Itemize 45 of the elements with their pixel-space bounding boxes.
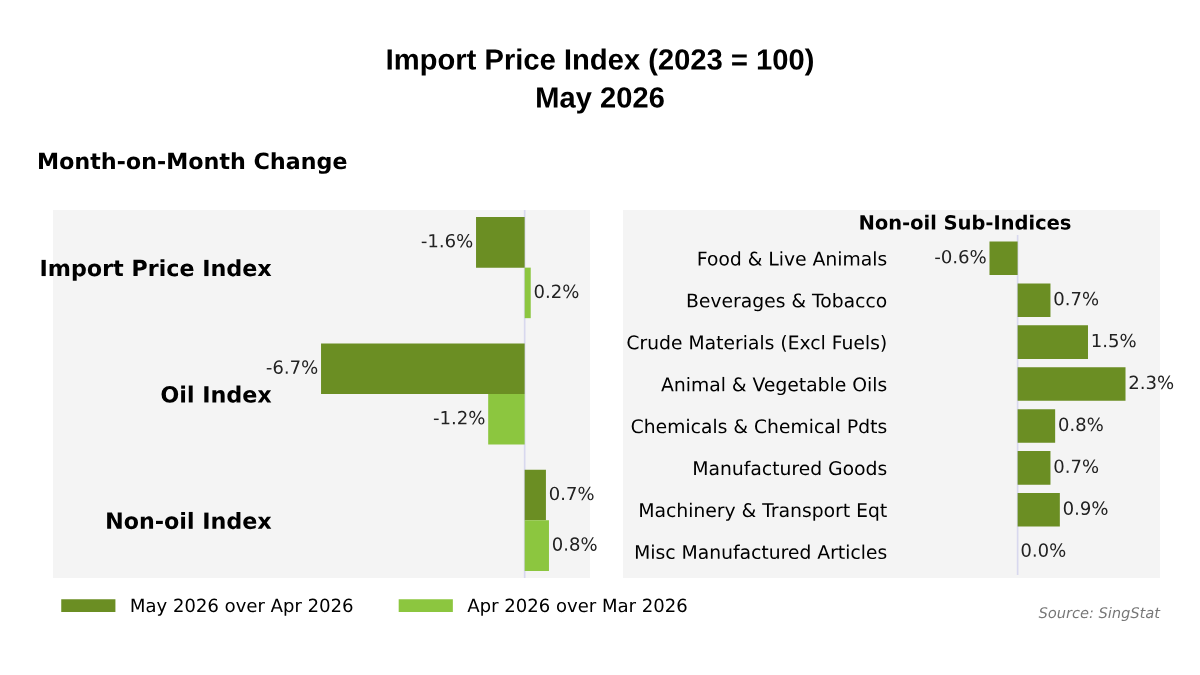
bar (524, 267, 531, 319)
data-label: 0.2% (534, 284, 579, 299)
data-label: 0.7% (549, 486, 594, 501)
source-note: Source: SingStat (1038, 606, 1161, 622)
y-tick-label: Machinery & Transport Eqt (640, 502, 887, 521)
bar (321, 343, 525, 394)
bar (476, 217, 525, 268)
bar (1017, 451, 1051, 485)
data-label: 2.3% (1129, 375, 1174, 390)
y-tick-label: Beverages & Tobacco (687, 293, 887, 312)
y-tick-label: Non-oil Index (107, 511, 272, 530)
y-tick-label: Chemicals & Chemical Pdts (631, 418, 887, 434)
data-label: -0.6% (935, 249, 986, 264)
text: Month-on-Month Change (39, 152, 347, 174)
bar (1017, 493, 1060, 527)
data-label: 0.8% (552, 537, 597, 551)
y-tick-label: Food & Live Animals (698, 251, 887, 266)
data-label: 0.0% (1021, 543, 1066, 557)
data-label: 0.7% (1054, 459, 1099, 474)
chart-title: Non-oil Sub-Indices (860, 214, 1071, 230)
data-label: -1.6% (421, 233, 473, 248)
legend-label: May 2026 over Apr 2026 (131, 598, 353, 616)
chart-title: Import Price Index (2023 = 100) (387, 48, 813, 76)
bar (524, 469, 546, 521)
data-label: 0.9% (1063, 501, 1108, 516)
y-tick-label: Animal & Vegetable Oils (661, 376, 887, 396)
legend-label: Apr 2026 over Mar 2026 (467, 598, 687, 616)
data-label: 0.7% (1054, 291, 1099, 306)
chart-subtitle: May 2026 (537, 87, 664, 114)
y-tick-label: Crude Materials (Excl Fuels) (627, 335, 886, 352)
data-label: 1.5% (1092, 333, 1136, 348)
y-tick-label: Misc Manufactured Articles (635, 544, 887, 560)
y-tick-label: Manufactured Goods (694, 460, 887, 476)
bar (524, 520, 549, 571)
bar (1017, 409, 1056, 443)
bar (1017, 283, 1051, 317)
bar (488, 394, 525, 445)
bar (989, 241, 1018, 276)
bar (1017, 367, 1126, 401)
bar (1017, 325, 1088, 359)
y-tick-label: Import Price Index (41, 259, 272, 281)
data-label: 0.8% (1059, 417, 1103, 432)
data-label: -1.2% (433, 410, 485, 425)
y-tick-label: Oil Index (161, 385, 272, 403)
data-label: -6.7% (266, 360, 318, 374)
